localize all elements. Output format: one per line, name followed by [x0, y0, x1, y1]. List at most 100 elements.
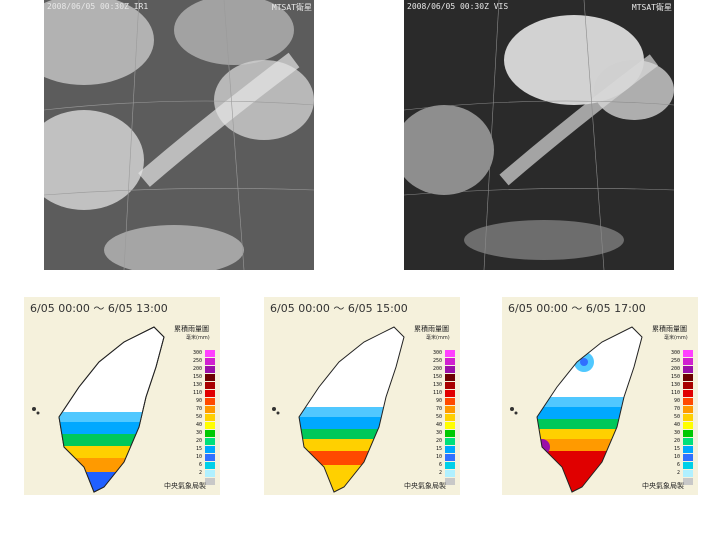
- legend-level-label: 10: [673, 454, 680, 460]
- legend-row: 110: [428, 389, 458, 397]
- legend-row: 250: [188, 357, 218, 365]
- legend-row: 20: [428, 437, 458, 445]
- legend-row: 15: [666, 445, 696, 453]
- legend-swatch: [683, 358, 693, 365]
- legend-swatch: [205, 390, 215, 397]
- legend-level-label: 250: [192, 358, 202, 364]
- legend-swatch: [205, 446, 215, 453]
- legend-level-label: 250: [670, 358, 680, 364]
- legend-level-label: 130: [670, 382, 680, 388]
- legend-swatch: [205, 454, 215, 461]
- legend-swatch: [205, 358, 215, 365]
- map-footer: 中央氣象局製: [642, 482, 684, 490]
- legend-level-label: 200: [670, 366, 680, 372]
- legend-level-label: 30: [435, 430, 442, 436]
- legend-swatch: [683, 366, 693, 373]
- legend-level-label: 150: [432, 374, 442, 380]
- legend-level-label: 110: [670, 390, 680, 396]
- taiwan-map: [510, 326, 643, 493]
- legend-level-label: 250: [432, 358, 442, 364]
- legend-level-label: 300: [670, 350, 680, 356]
- legend-swatch: [445, 414, 455, 421]
- legend-unit: 毫米(mm): [426, 335, 450, 341]
- map-footer: 中央氣象局製: [164, 482, 206, 490]
- legend-swatch: [445, 350, 455, 357]
- satellite-caption-left: 2008/06/05 00:30Z VIS: [407, 2, 509, 11]
- legend-swatch: [683, 398, 693, 405]
- legend-swatch: [205, 478, 215, 485]
- rainfall-map-3: 6/05 00:00 ～ 6/05 17:00 累積雨量圖 毫米(mm) 300…: [502, 297, 698, 495]
- legend-level-label: 20: [673, 438, 680, 444]
- legend-level-label: 30: [195, 430, 202, 436]
- legend-swatch: [683, 382, 693, 389]
- legend-swatch: [445, 382, 455, 389]
- legend-row: 40: [428, 421, 458, 429]
- rainfall-map-2: 6/05 00:00 ～ 6/05 15:00 累積雨量圖 毫米(mm) 300…: [264, 297, 460, 495]
- legend-level-label: 40: [673, 422, 680, 428]
- rainfall-legend: 300 250 200 150 130 110 90 70 50 40 30 20 15 10 6 2: [428, 349, 458, 485]
- satellite-caption-right: MTSAT衛星: [271, 3, 312, 12]
- legend-swatch: [445, 438, 455, 445]
- legend-row: 30: [188, 429, 218, 437]
- legend-row: 110: [188, 389, 218, 397]
- legend-level-label: 300: [192, 350, 202, 356]
- legend-row: 250: [428, 357, 458, 365]
- legend-level-label: 70: [195, 406, 202, 412]
- legend-swatch: [205, 374, 215, 381]
- legend-row: 2: [666, 469, 696, 477]
- legend-swatch: [205, 382, 215, 389]
- legend-level-label: 40: [195, 422, 202, 428]
- rainfall-map-title: 6/05 00:00 ～ 6/05 13:00: [30, 302, 168, 315]
- legend-swatch: [683, 462, 693, 469]
- legend-row: 90: [428, 397, 458, 405]
- legend-level-label: 20: [195, 438, 202, 444]
- rainfall-map-title: 6/05 00:00 ～ 6/05 15:00: [270, 302, 408, 315]
- legend-level-label: 10: [435, 454, 442, 460]
- legend-level-label: 10: [195, 454, 202, 460]
- legend-swatch: [205, 366, 215, 373]
- legend-swatch: [445, 374, 455, 381]
- legend-row: 6: [188, 461, 218, 469]
- satellite-caption-left: 2008/06/05 00:30Z IR1: [47, 2, 149, 11]
- legend-level-label: 90: [673, 398, 680, 404]
- legend-row: 70: [428, 405, 458, 413]
- taiwan-map: [272, 326, 405, 493]
- legend-swatch: [445, 358, 455, 365]
- legend-level-label: 110: [432, 390, 442, 396]
- legend-row: [428, 477, 458, 485]
- legend-level-label: 2: [438, 470, 442, 476]
- legend-level-label: 6: [438, 462, 442, 468]
- legend-swatch: [445, 470, 455, 477]
- legend-level-label: 6: [198, 462, 202, 468]
- satellite-image-ir: 2008/06/05 00:30Z IR1 MTSAT衛星: [44, 0, 314, 270]
- legend-level-label: 90: [435, 398, 442, 404]
- legend-row: 30: [428, 429, 458, 437]
- legend-level-label: 30: [673, 430, 680, 436]
- legend-swatch: [683, 454, 693, 461]
- legend-row: 90: [666, 397, 696, 405]
- legend-row: 15: [428, 445, 458, 453]
- legend-swatch: [683, 350, 693, 357]
- legend-level-label: 70: [673, 406, 680, 412]
- legend-swatch: [683, 470, 693, 477]
- legend-row: [188, 477, 218, 485]
- legend-swatch: [683, 446, 693, 453]
- legend-level-label: 90: [195, 398, 202, 404]
- legend-level-label: 15: [435, 446, 442, 452]
- legend-level-label: 2: [676, 470, 680, 476]
- legend-row: 150: [666, 373, 696, 381]
- legend-level-label: 40: [435, 422, 442, 428]
- legend-level-label: 50: [673, 414, 680, 420]
- legend-swatch: [683, 414, 693, 421]
- legend-swatch: [205, 406, 215, 413]
- legend-row: 200: [428, 365, 458, 373]
- legend-row: 70: [188, 405, 218, 413]
- legend-level-label: 6: [676, 462, 680, 468]
- legend-row: 200: [666, 365, 696, 373]
- legend-swatch: [445, 454, 455, 461]
- legend-swatch: [683, 438, 693, 445]
- legend-swatch: [205, 350, 215, 357]
- legend-row: 6: [666, 461, 696, 469]
- legend-swatch: [445, 366, 455, 373]
- legend-row: 70: [666, 405, 696, 413]
